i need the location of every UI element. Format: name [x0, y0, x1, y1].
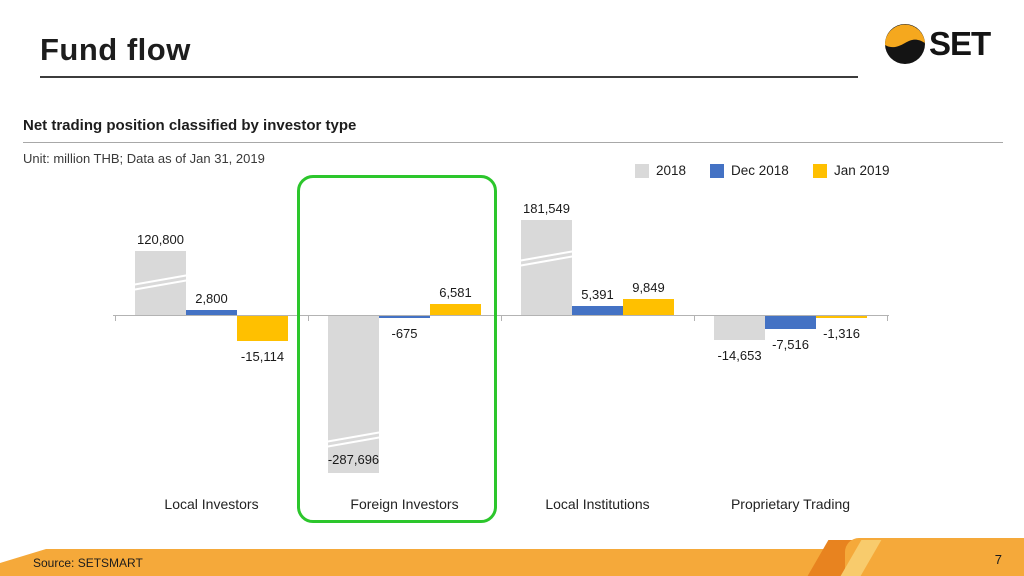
bar-2018-local-investors: [131, 251, 190, 315]
bar-value-label: 6,581: [439, 285, 472, 300]
bar-dec-2018-foreign-investors: [379, 316, 430, 318]
legend-item-jan-2019: Jan 2019: [813, 163, 890, 178]
category-label-local-investors: Local Investors: [164, 496, 259, 512]
bar-value-label: 2,800: [195, 291, 228, 306]
bar-value-label: -7,516: [772, 337, 809, 352]
chart-title-underline: [23, 142, 1003, 143]
bar-jan-2019-proprietary-trading: [816, 316, 867, 318]
bar-jan-2019-foreign-investors: [430, 304, 481, 315]
set-logo: SET: [884, 23, 991, 65]
unit-note: Unit: million THB; Data as of Jan 31, 20…: [23, 151, 265, 166]
bar-value-label: 5,391: [581, 287, 614, 302]
axis-break-mark: [517, 250, 576, 268]
highlight-box-foreign-investors: [297, 175, 497, 523]
bar-value-label: 181,549: [523, 201, 570, 216]
page-number: 7: [994, 552, 1002, 567]
bar-jan-2019-local-investors: [237, 316, 288, 341]
axis-break-mark: [131, 274, 190, 292]
legend-label: 2018: [656, 163, 687, 178]
page-title: Fund flow: [40, 32, 191, 67]
set-logo-text: SET: [929, 25, 991, 62]
bar-2018-proprietary-trading: [714, 316, 765, 340]
x-axis-tick: [115, 315, 116, 321]
legend-label: Dec 2018: [731, 163, 789, 178]
bar-dec-2018-proprietary-trading: [765, 316, 816, 329]
bar-value-label: -1,316: [823, 326, 860, 341]
legend-item-2018: 2018: [635, 163, 686, 178]
x-axis-tick: [887, 315, 888, 321]
bar-value-label: -15,114: [240, 349, 285, 364]
category-label-local-institutions: Local Institutions: [545, 496, 650, 512]
legend-item-dec-2018: Dec 2018: [710, 163, 789, 178]
legend-swatch: [635, 163, 649, 178]
footer-bar: Source: SETSMART 7: [0, 536, 1024, 576]
bar-dec-2018-local-investors: [186, 310, 237, 315]
bar-dec-2018-local-institutions: [572, 306, 623, 315]
bar-value-label: -675: [391, 326, 418, 341]
legend-label: Jan 2019: [834, 163, 890, 178]
bar-jan-2019-local-institutions: [623, 299, 674, 315]
title-underline: [40, 76, 858, 78]
bar-2018-foreign-investors: [324, 316, 383, 473]
legend-swatch: [813, 163, 827, 178]
bar-2018-local-institutions: [517, 220, 576, 315]
bar-value-label: -14,653: [717, 348, 762, 363]
bar-value-label: 120,800: [137, 232, 184, 247]
chart-title: Net trading position classified by inves…: [23, 117, 357, 134]
x-axis-tick: [308, 315, 309, 321]
category-label-proprietary-trading: Proprietary Trading: [730, 496, 851, 512]
x-axis-tick: [501, 315, 502, 321]
legend-swatch: [710, 163, 724, 178]
category-label-foreign-investors: Foreign Investors: [350, 496, 459, 512]
source-note: Source: SETSMART: [33, 556, 143, 570]
set-logo-icon: [884, 23, 926, 65]
x-axis-tick: [694, 315, 695, 321]
bar-value-label: -287,696: [327, 452, 380, 467]
bar-value-label: 9,849: [632, 280, 665, 295]
